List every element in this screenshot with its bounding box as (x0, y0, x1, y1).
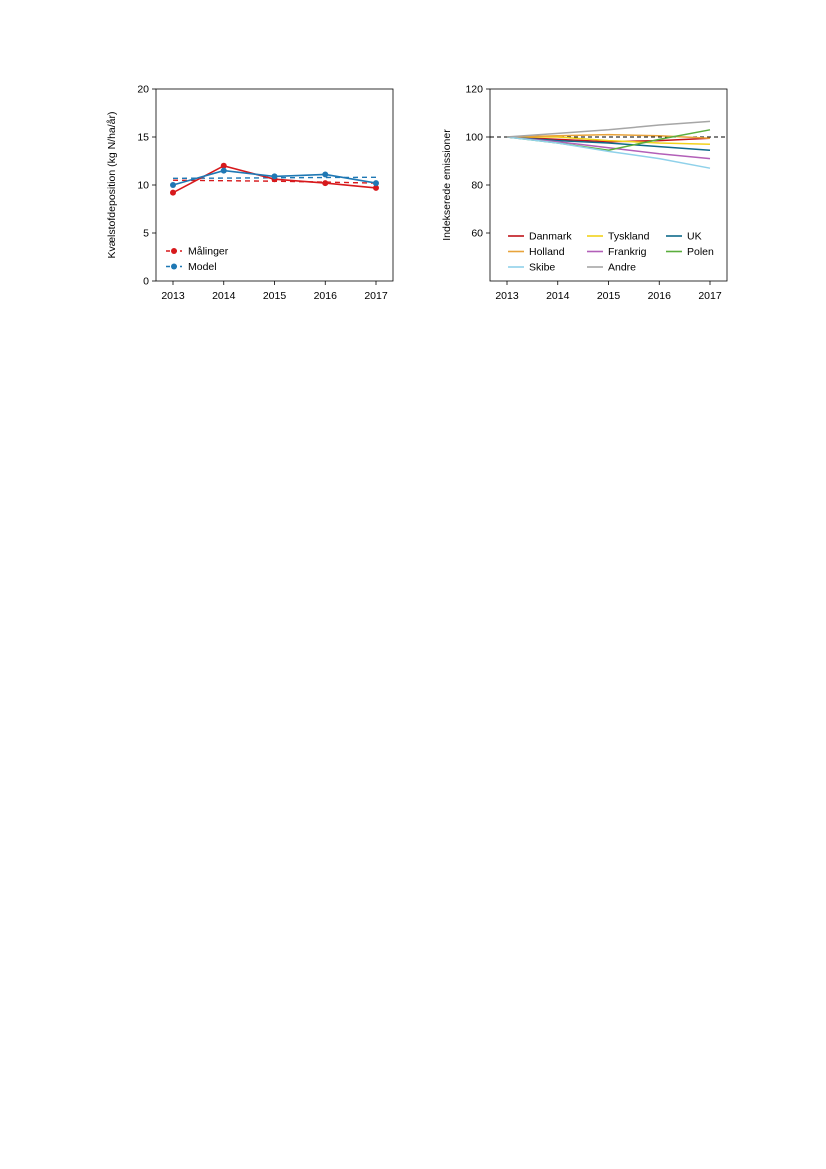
y-tick-label: 15 (137, 132, 149, 144)
series-line-tyskland (507, 136, 711, 145)
x-tick-label: 2014 (546, 290, 570, 302)
legend-label: Polen (687, 246, 714, 258)
y-axis-ticks: 0 5 10 15 20 (137, 84, 156, 288)
y-tick-label: 20 (137, 84, 149, 96)
data-point (170, 182, 176, 188)
series-line-uk (506, 136, 711, 151)
legend-label: Målinger (188, 246, 229, 258)
data-point (170, 189, 176, 196)
x-tick-label: 2014 (212, 290, 236, 302)
emissions-chart: 60 80 100 120 2013 2014 2015 2016 2017 Danmark T… (441, 84, 728, 302)
y-tick-label: 0 (143, 276, 149, 288)
data-point (322, 180, 329, 187)
figure: 0 5 10 15 20 2013 2014 2015 2016 2017 Målinger Mo… (0, 0, 826, 320)
x-tick-label: 2015 (597, 290, 621, 302)
data-point (373, 180, 379, 187)
legend-label: Andre (608, 262, 636, 274)
data-point (322, 171, 329, 178)
legend: Målinger Model (166, 246, 229, 273)
legend-label: Holland (529, 246, 565, 258)
x-axis-ticks: 2013 2014 2015 2016 2017 (495, 281, 722, 302)
x-tick-label: 2017 (364, 290, 388, 302)
data-point (220, 162, 227, 169)
legend-label: Danmark (529, 231, 572, 243)
deposition-chart: 0 5 10 15 20 2013 2014 2015 2016 2017 Målinger Mo… (106, 84, 394, 302)
y-axis-label: Indekserede emissioner (441, 129, 453, 241)
y-tick-label: 5 (143, 228, 149, 240)
y-axis-ticks: 60 80 100 120 (465, 84, 490, 240)
series-line-skibe (506, 136, 711, 169)
x-tick-label: 2013 (495, 290, 519, 302)
legend-marker (171, 263, 177, 270)
legend: Danmark Tyskland UK Holland Frankrig Polen Ski… (508, 231, 714, 274)
data-point (271, 173, 278, 180)
x-tick-label: 2016 (314, 290, 338, 302)
y-tick-label: 80 (471, 180, 483, 192)
y-tick-label: 10 (137, 180, 149, 192)
legend-label: Skibe (529, 262, 555, 274)
series-line-danmark (506, 136, 711, 143)
y-tick-label: 120 (465, 84, 483, 96)
y-tick-label: 60 (471, 228, 483, 240)
x-tick-label: 2017 (698, 290, 722, 302)
x-tick-label: 2013 (161, 290, 185, 302)
legend-marker (171, 248, 177, 254)
legend-label: UK (687, 231, 702, 243)
series-line-andre (506, 120, 711, 138)
legend-label: Frankrig (608, 246, 647, 258)
y-tick-label: 100 (465, 132, 483, 144)
series-lines (506, 120, 711, 169)
x-axis-ticks: 2013 2014 2015 2016 2017 (161, 281, 388, 302)
series-lines (170, 162, 379, 196)
y-axis-label: Kvælstofdeposition (kg N/ha/år) (106, 111, 118, 258)
data-point (220, 167, 227, 174)
x-tick-label: 2016 (648, 290, 672, 302)
legend-label: Model (188, 261, 217, 273)
legend-label: Tyskland (608, 231, 650, 243)
series-line-frankrig (506, 136, 711, 160)
x-tick-label: 2015 (263, 290, 287, 302)
charts-svg: 0 5 10 15 20 2013 2014 2015 2016 2017 Målinger Mo… (106, 84, 728, 302)
data-point (373, 184, 379, 191)
